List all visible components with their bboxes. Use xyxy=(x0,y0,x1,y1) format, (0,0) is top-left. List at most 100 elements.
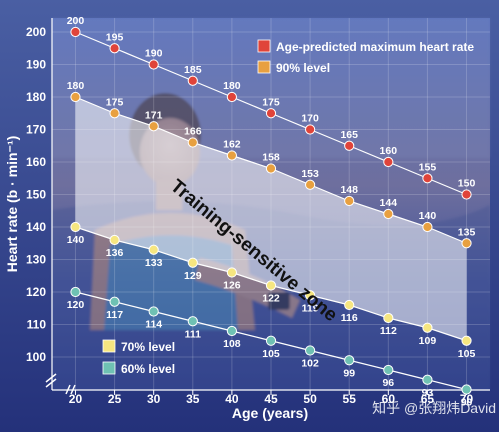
x-tick-label: 25 xyxy=(108,392,122,406)
data-point xyxy=(70,91,81,103)
training-zone-band xyxy=(75,97,467,341)
data-point xyxy=(383,312,394,324)
x-axis-break xyxy=(70,384,76,395)
data-point xyxy=(148,244,159,255)
data-point xyxy=(109,43,120,54)
y-axis-label: Heart rate (b · min⁻¹) xyxy=(4,136,20,273)
y-tick-label: 190 xyxy=(26,58,46,72)
data-label: 170 xyxy=(301,113,319,125)
data-point xyxy=(148,121,159,132)
data-label: 117 xyxy=(106,309,123,321)
data-point xyxy=(461,238,472,249)
legend-label: 70% level xyxy=(121,340,175,354)
data-point xyxy=(344,355,355,366)
data-label: 144 xyxy=(380,197,398,209)
data-label: 140 xyxy=(419,210,437,222)
data-point xyxy=(344,195,355,207)
x-axis-break xyxy=(65,384,71,395)
data-label: 122 xyxy=(262,293,280,305)
data-label: 165 xyxy=(340,129,358,141)
legend-swatch xyxy=(257,60,271,74)
data-label: 160 xyxy=(380,145,398,157)
data-label: 99 xyxy=(343,367,355,379)
x-tick-label: 40 xyxy=(225,392,239,406)
data-point xyxy=(109,296,120,307)
data-label: 112 xyxy=(380,325,397,337)
data-point xyxy=(344,299,355,311)
data-point xyxy=(226,150,237,161)
data-point xyxy=(461,189,472,200)
data-label: 116 xyxy=(341,312,358,324)
data-label: 136 xyxy=(106,247,124,259)
data-point xyxy=(344,140,355,151)
data-label: 190 xyxy=(145,48,163,60)
y-tick-label: 180 xyxy=(26,90,46,104)
y-tick-label: 120 xyxy=(26,285,46,299)
y-tick-label: 170 xyxy=(26,123,46,137)
data-label: 162 xyxy=(223,139,241,151)
data-point xyxy=(70,286,81,298)
data-point xyxy=(305,345,316,356)
data-point xyxy=(187,316,198,327)
data-point xyxy=(383,364,394,376)
data-point xyxy=(109,234,120,246)
data-label: 195 xyxy=(106,31,124,43)
y-tick-label: 200 xyxy=(26,25,46,39)
data-point xyxy=(422,173,433,184)
data-label: 140 xyxy=(67,234,85,246)
data-label: 175 xyxy=(106,96,124,108)
x-tick-label: 20 xyxy=(69,392,83,406)
data-point xyxy=(187,257,198,268)
data-label: 158 xyxy=(262,152,280,164)
data-label: 185 xyxy=(184,64,202,76)
data-point xyxy=(226,325,237,337)
data-label: 105 xyxy=(262,348,280,360)
data-label: 153 xyxy=(301,168,319,180)
x-tick-label: 35 xyxy=(186,392,200,406)
data-point xyxy=(70,26,81,38)
data-point xyxy=(109,108,120,119)
data-label: 166 xyxy=(184,126,202,138)
legend-swatch xyxy=(102,339,116,353)
data-label: 180 xyxy=(223,80,241,92)
data-label: 175 xyxy=(262,96,280,108)
data-label: 111 xyxy=(185,328,202,340)
legend-swatch xyxy=(257,39,271,53)
data-label: 102 xyxy=(301,358,319,370)
x-tick-label: 50 xyxy=(303,392,317,406)
data-point xyxy=(70,221,81,233)
data-point xyxy=(461,384,472,395)
legend-swatch xyxy=(102,361,116,375)
data-point xyxy=(265,108,277,119)
data-label: 109 xyxy=(419,335,437,347)
data-point xyxy=(148,59,159,70)
legend-label: Age-predicted maximum heart rate xyxy=(276,40,474,54)
y-axis-break xyxy=(45,373,57,383)
x-tick-label: 55 xyxy=(343,392,357,406)
data-label: 93 xyxy=(422,387,434,399)
legend-label: 90% level xyxy=(276,61,330,75)
data-point xyxy=(226,91,237,103)
data-point xyxy=(383,156,394,168)
data-label: 200 xyxy=(67,15,85,27)
data-point xyxy=(187,75,198,86)
data-label: 105 xyxy=(458,348,476,360)
y-tick-label: 140 xyxy=(26,220,46,234)
watermark: 知乎 @张翔炜David xyxy=(372,400,496,416)
data-label: 135 xyxy=(458,226,476,238)
data-point xyxy=(461,335,472,346)
y-tick-label: 130 xyxy=(26,253,46,267)
data-label: 96 xyxy=(382,377,394,389)
data-point xyxy=(305,179,316,190)
legend-label: 60% level xyxy=(121,362,175,376)
data-label: 171 xyxy=(145,109,163,121)
x-tick-label: 65 xyxy=(421,392,435,406)
data-label: 120 xyxy=(67,299,85,311)
data-point xyxy=(422,221,433,233)
data-point xyxy=(187,137,198,148)
data-point xyxy=(265,335,277,346)
data-label: 148 xyxy=(340,184,358,196)
data-label: 90 xyxy=(461,397,473,409)
